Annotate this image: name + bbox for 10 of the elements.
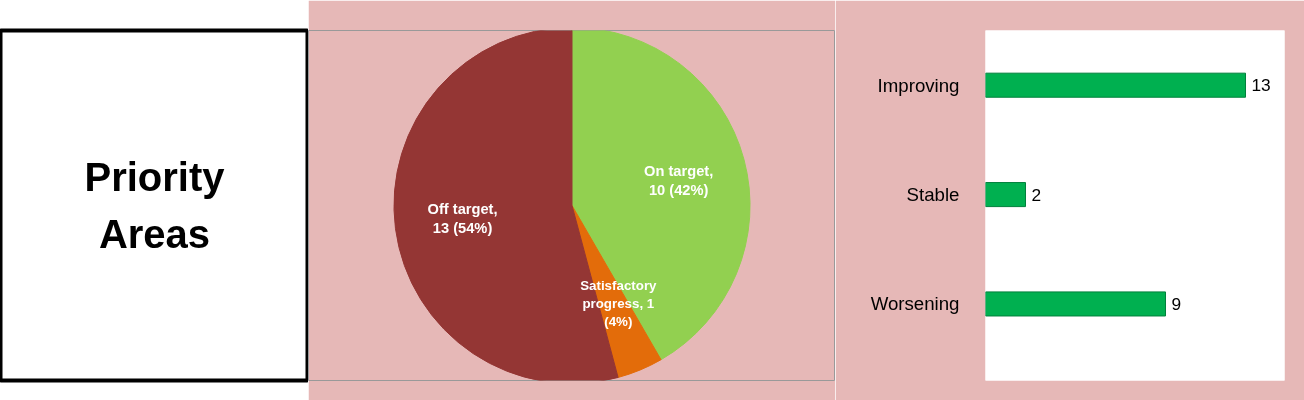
data-label: 13 (1251, 75, 1271, 96)
y-tick-label: Stable (906, 184, 960, 206)
text: Priority Areas (84, 154, 226, 257)
y-tick-label: Worsening (870, 293, 960, 315)
data-label: 9 (1171, 293, 1182, 314)
slice-label: Satisfactory progress, 1 (4%) (580, 278, 658, 330)
y-tick-label: Improving (877, 74, 960, 96)
slice-label: On target, 10 (42%) (644, 162, 714, 199)
slice-label: Off target, 13 (54%) (427, 200, 498, 236)
data-label: 2 (1031, 184, 1042, 205)
